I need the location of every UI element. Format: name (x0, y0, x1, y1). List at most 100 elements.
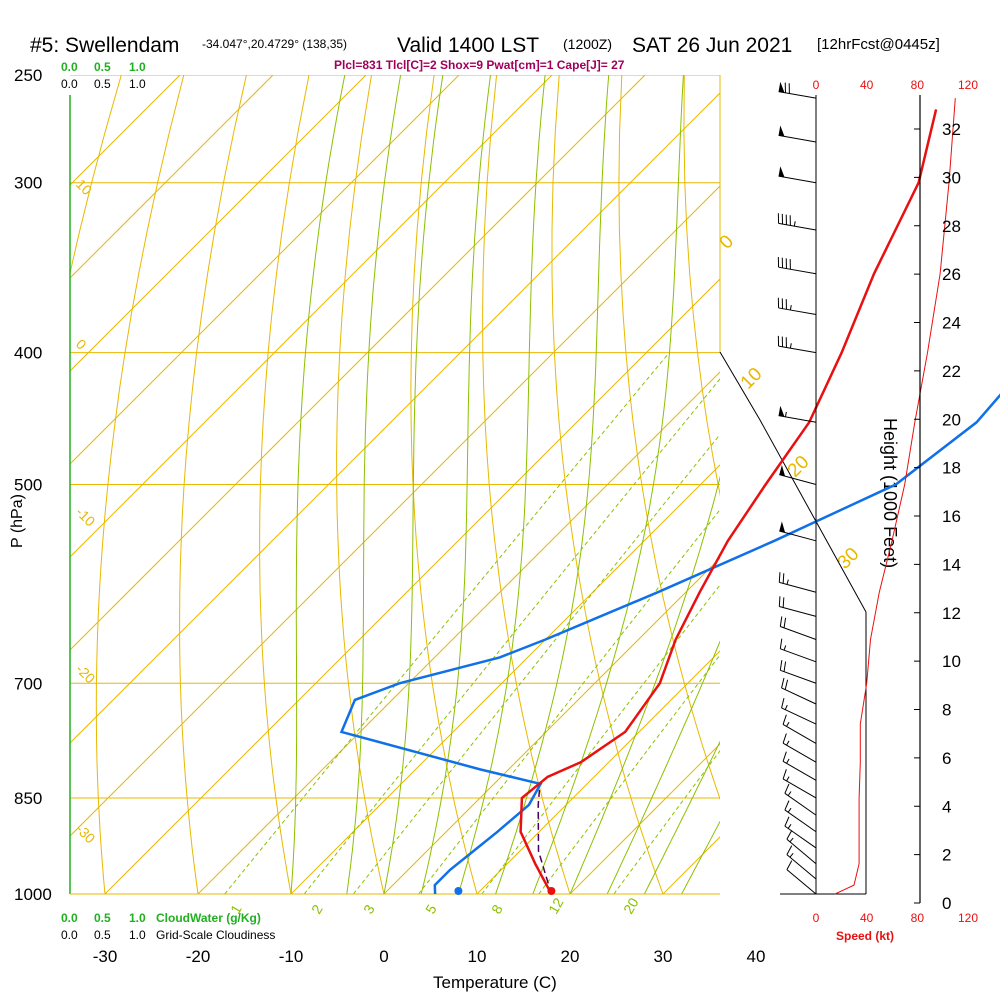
pressure-tick-400: 400 (14, 344, 42, 363)
wind-barb-staff (778, 266, 817, 275)
cloudwater-title: CloudWater (g/Kg) (156, 911, 261, 925)
wind-barb-975 (786, 845, 817, 880)
wind-barb-half (783, 645, 787, 651)
wind-barb-half (787, 791, 792, 796)
wind-barb-staff (778, 415, 817, 423)
height-axis-title: Height (1000 Feet) (880, 418, 900, 568)
wind-barb-staff (780, 669, 817, 684)
wind-barb-staff (784, 792, 817, 816)
wind-barb-staff (779, 530, 817, 542)
mixing-ratio-label-5: 5 (422, 902, 440, 917)
wind-barb-1000 (786, 860, 817, 895)
dry-adiabat-label--30: -30 (73, 821, 99, 847)
dry-adiabat-20 (482, 75, 571, 894)
height-tick-22: 22 (942, 362, 961, 381)
isotherm--40 (70, 185, 720, 837)
wind-barb-feather (778, 596, 781, 607)
wind-barb-staff (778, 175, 817, 184)
mixing-ratio-label-12: 12 (545, 895, 567, 917)
isotherm-label-10: 10 (737, 364, 767, 394)
isotherm--20 (197, 371, 720, 894)
y-axis-title: P (hPa) (9, 494, 26, 548)
dry-adiabat--10 (259, 75, 310, 894)
speed-tick-top-40: 40 (860, 78, 874, 92)
wind-barb-350 (777, 256, 817, 275)
moist-adiabat-24 (606, 640, 720, 894)
wind-barb-half (786, 721, 790, 727)
height-tick-0: 0 (942, 894, 951, 913)
wind-barb-half (786, 740, 790, 746)
wind-barb-half (789, 343, 792, 349)
wind-barb-725 (781, 677, 817, 705)
speed-tick-bottom-80: 80 (911, 911, 925, 925)
mixing-ratio-5 (418, 508, 720, 894)
wind-barb-feather (783, 661, 787, 672)
wind-barb-staff (779, 581, 817, 593)
cloudwater-top-2: 1.0 (129, 60, 146, 74)
mixing-ratio-label-8: 8 (488, 902, 506, 917)
moist-adiabat--10 (290, 75, 346, 894)
wind-barb-feather (786, 845, 793, 855)
cloudiness-bottom-0: 0.0 (61, 928, 78, 942)
dry-adiabat-label-0: 0 (73, 336, 90, 353)
wind-barb-feather (784, 800, 790, 811)
surface-dewpoint-dot (454, 887, 463, 895)
utc-time: (1200Z) (563, 36, 612, 52)
speed-tick-top-120: 120 (958, 78, 978, 92)
height-tick-4: 4 (942, 797, 951, 816)
temp-tick--30: -30 (93, 947, 118, 966)
height-tick-16: 16 (942, 507, 961, 526)
temp-tick-30: 30 (654, 947, 673, 966)
temp-tick-40: 40 (747, 947, 766, 966)
valid-time: Valid 1400 LST (397, 34, 539, 57)
wind-barb-half (786, 776, 790, 782)
wind-barb-feather (783, 617, 787, 628)
height-tick-2: 2 (942, 846, 951, 865)
mixing-ratio-2 (303, 378, 720, 894)
wind-barb-staff (786, 854, 817, 880)
height-tick-28: 28 (942, 217, 961, 236)
wind-barb-550 (779, 521, 817, 542)
wind-barb-600 (778, 572, 817, 593)
wind-barb-staff (779, 474, 817, 485)
dry-adiabat-50 (683, 75, 720, 497)
mixing-ratio-20 (613, 749, 720, 894)
wind-barb-staff (780, 648, 817, 663)
wind-barb-feather (782, 769, 787, 780)
wind-barb-staff (778, 134, 817, 143)
dry-adiabat--30 (95, 75, 185, 894)
height-tick-30: 30 (942, 168, 961, 187)
wind-barb-half (793, 221, 796, 227)
station-coords: -34.047°,20.4729° (138,35) (202, 37, 347, 51)
surface-temp-dot (547, 887, 556, 895)
wind-barb-staff (781, 687, 817, 705)
dry-adiabat-label--20: -20 (73, 661, 99, 687)
speed-tick-bottom-120: 120 (958, 911, 978, 925)
forecast-info: [12hrFcst@0445z] (817, 36, 940, 53)
wind-barb-900 (784, 800, 817, 833)
wind-barb-half (789, 837, 794, 843)
wind-barb-feather (782, 751, 787, 762)
height-tick-24: 24 (942, 314, 961, 333)
wind-barb-flag (778, 405, 785, 417)
temp-tick-0: 0 (379, 947, 388, 966)
cloudwater-top-1: 0.5 (94, 60, 111, 74)
isotherm--10 (290, 464, 720, 894)
wind-barb-half (787, 824, 792, 829)
wind-barb-feather (781, 677, 785, 689)
temp-tick--20: -20 (186, 947, 211, 966)
wind-barb-half (789, 305, 792, 311)
moist-adiabat-32 (681, 820, 720, 894)
cloudwater-bottom-2: 1.0 (129, 911, 146, 925)
x-axis-title: Temperature (C) (433, 973, 557, 992)
dry-adiabat-60 (747, 75, 957, 923)
height-tick-18: 18 (942, 459, 961, 478)
cloudiness-title: Grid-Scale Cloudiness (156, 928, 275, 942)
height-tick-10: 10 (942, 652, 961, 671)
cloudwater-top-0: 0.0 (61, 60, 78, 74)
speed-tick-top-0: 0 (813, 78, 820, 92)
wind-barb-staff (778, 222, 817, 231)
mixing-ratio-12 (538, 654, 720, 894)
